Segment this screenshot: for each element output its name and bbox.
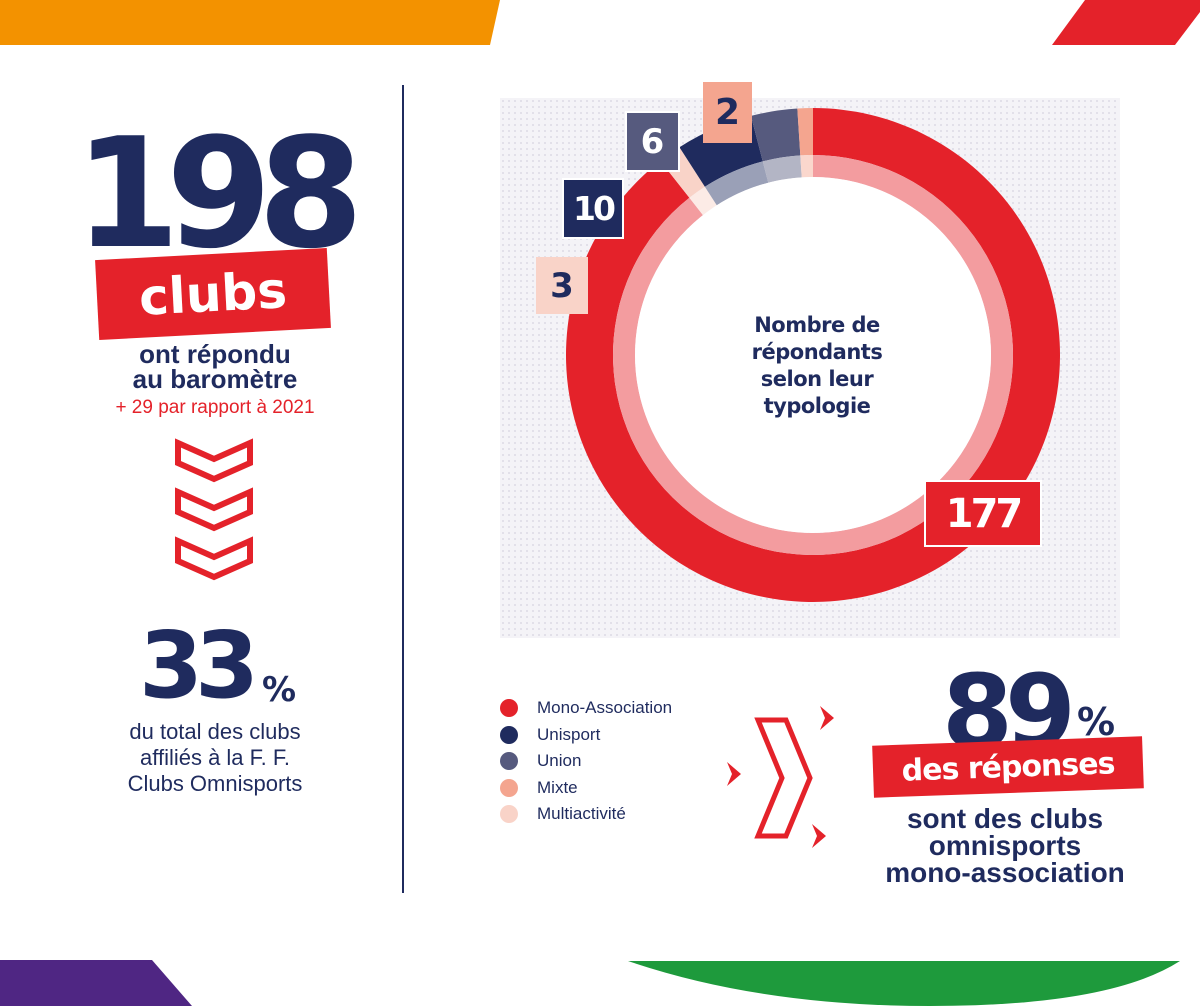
- respondent-count: 198: [74, 105, 363, 282]
- legend-dot: [500, 778, 518, 797]
- legend-dot: [500, 805, 518, 824]
- share-percent-value: 33: [138, 612, 259, 719]
- donut-slice-3: [750, 108, 801, 162]
- donut-slice-4: [797, 108, 813, 156]
- purple-band: [0, 960, 192, 1006]
- donut-slice-inner-2: [704, 161, 769, 206]
- donut-slice-inner-4: [800, 155, 813, 178]
- slice-value-multiactivite: 3: [536, 257, 588, 314]
- mono-line3: mono-association: [885, 857, 1125, 888]
- share-percent-sign: %: [262, 670, 297, 710]
- slice-value-mono-association: 177: [926, 482, 1040, 545]
- chevrons-right-icon: [727, 706, 834, 848]
- answered-line2: au baromètre: [132, 364, 298, 394]
- legend-dot: [500, 699, 518, 718]
- legend-label: Unisport: [537, 724, 601, 744]
- chart-title-line2: répondants: [751, 340, 883, 364]
- orange-band: [0, 0, 500, 45]
- chevrons-down-icon: [175, 438, 253, 581]
- slice-value-union: 6: [627, 113, 678, 170]
- mono-share-description: sont des clubs omnisports mono-associati…: [860, 803, 1150, 888]
- legend-dot: [500, 725, 518, 744]
- share-line1: du total des clubs: [129, 719, 301, 744]
- slice-value-mixte: 2: [703, 82, 752, 143]
- share-line3: Clubs Omnisports: [127, 771, 303, 796]
- legend-dot: [500, 752, 518, 771]
- responses-banner-label: des réponses: [901, 745, 1115, 789]
- share-line2: affiliés à la F. F.: [140, 745, 290, 770]
- legend-item: Multiactivité: [500, 801, 672, 828]
- answered-text: ont répondu au baromètre: [80, 339, 350, 394]
- vertical-divider: [402, 85, 404, 893]
- answered-line1: ont répondu: [139, 339, 291, 369]
- legend-label: Mixte: [537, 777, 578, 797]
- red-band: [1052, 0, 1200, 45]
- donut-slice-inner-3: [762, 155, 802, 183]
- legend-item: Mixte: [500, 775, 672, 802]
- chart-title-line3: selon leur: [760, 367, 874, 391]
- chart-title: Nombre de répondants selon leur typologi…: [732, 312, 902, 420]
- mono-line1: sont des clubs: [906, 803, 1104, 834]
- chart-title-line1: Nombre de: [754, 313, 880, 337]
- responses-banner: des réponses: [872, 736, 1144, 798]
- comparison-text: + 29 par rapport à 2021: [115, 397, 315, 418]
- legend-item: Union: [500, 748, 672, 775]
- legend-item: Mono-Association: [500, 695, 672, 722]
- green-band: [628, 961, 1180, 1006]
- legend-label: Multiactivité: [537, 804, 626, 824]
- legend-label: Union: [537, 751, 582, 771]
- chart-legend: Mono-Association Unisport Union Mixte Mu…: [500, 695, 672, 828]
- chart-title-line4: typologie: [763, 394, 871, 418]
- legend-label: Mono-Association: [537, 698, 673, 718]
- legend-item: Unisport: [500, 722, 672, 749]
- mono-line2: omnisports: [928, 830, 1082, 861]
- donut-hole: [635, 177, 991, 533]
- donut-slice-inner-1: [689, 186, 717, 216]
- share-description: du total des clubs affiliés à la F. F. C…: [70, 719, 360, 797]
- slice-value-unisport: 10: [564, 180, 622, 237]
